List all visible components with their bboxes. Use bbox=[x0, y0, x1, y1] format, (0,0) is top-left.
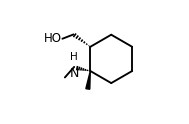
Text: HO: HO bbox=[44, 32, 62, 45]
Text: N: N bbox=[70, 67, 79, 80]
Text: H: H bbox=[70, 52, 78, 62]
Polygon shape bbox=[86, 71, 90, 89]
